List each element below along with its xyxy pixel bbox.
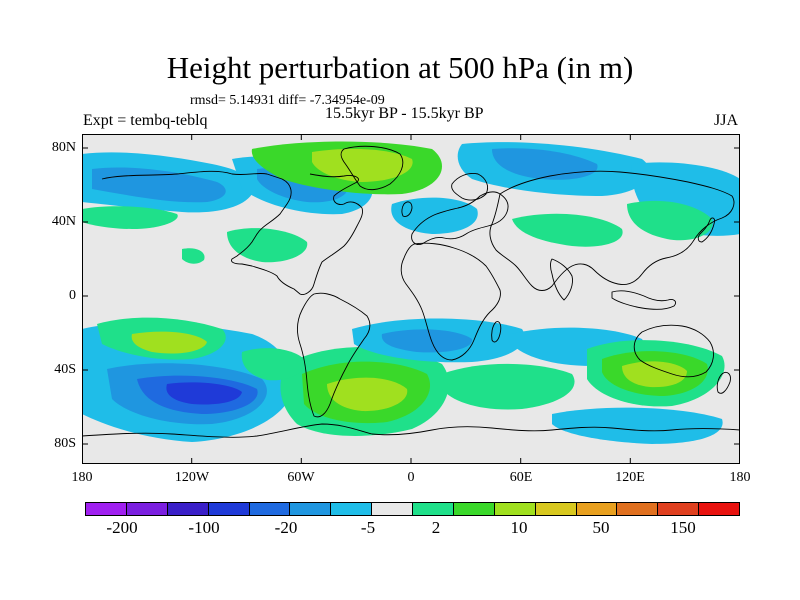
coast-indonesia bbox=[611, 290, 677, 310]
lat-label-40n: 40N bbox=[51, 214, 76, 229]
colorbar-swatch-2 bbox=[167, 503, 209, 515]
coast-japan bbox=[697, 217, 715, 243]
colorbar-label-6: 50 bbox=[592, 518, 610, 537]
contour-blue-siberia-inner bbox=[492, 148, 598, 180]
lon-label-120e: 120E bbox=[615, 470, 645, 485]
contour-lime-south-atlantic bbox=[327, 377, 408, 412]
contour-green-gulf bbox=[227, 228, 308, 263]
contour-blue-europe bbox=[391, 197, 478, 234]
contour-fills bbox=[82, 141, 740, 444]
contour-blue-south-pacific-core bbox=[166, 382, 242, 405]
coast-africa bbox=[400, 242, 501, 361]
colorbar-swatch-6 bbox=[331, 503, 373, 515]
coast-asia bbox=[489, 170, 735, 291]
colorbar-label-2: -20 bbox=[274, 518, 298, 537]
colorbar-swatch-9 bbox=[453, 503, 495, 515]
coast-scandinavia bbox=[451, 173, 489, 201]
coast-greenland bbox=[340, 145, 404, 191]
colorbar bbox=[85, 502, 740, 516]
contour-green-indian-ocean bbox=[442, 363, 575, 410]
colorbar-swatch-7 bbox=[372, 503, 413, 515]
coast-south-america bbox=[297, 292, 371, 418]
coast-europe bbox=[411, 191, 509, 245]
contour-green-north-pacific bbox=[82, 206, 178, 229]
contour-lime-australia-southeast bbox=[622, 361, 687, 388]
contour-lime-greenland bbox=[312, 148, 413, 182]
lat-label-0: 0 bbox=[69, 288, 76, 303]
contour-lime-south-pacific bbox=[131, 331, 207, 354]
colorbar-swatch-13 bbox=[617, 503, 659, 515]
coast-madagascar bbox=[491, 321, 502, 343]
colorbar-label-3: -5 bbox=[360, 518, 376, 537]
colorbar-swatch-15 bbox=[699, 503, 739, 515]
season-label: JJA bbox=[714, 112, 739, 129]
lon-label-0: 0 bbox=[407, 470, 415, 485]
contour-blue-australia-south bbox=[552, 407, 723, 444]
colorbar-label-1: -100 bbox=[188, 518, 220, 537]
lon-label-120w: 120W bbox=[174, 470, 210, 485]
lon-label-60e: 60E bbox=[509, 470, 533, 485]
colorbar-swatch-5 bbox=[290, 503, 332, 515]
coast-british-isles bbox=[401, 201, 413, 217]
lat-label-80n: 80N bbox=[51, 140, 76, 155]
lon-label-180e: 180 bbox=[729, 470, 751, 485]
colorbar-swatch-4 bbox=[249, 503, 291, 515]
map-ticks bbox=[82, 134, 740, 464]
colorbar-swatch-8 bbox=[413, 503, 454, 515]
colorbar-swatch-14 bbox=[658, 503, 700, 515]
lon-label-60w: 60W bbox=[287, 470, 315, 485]
coast-new-zealand bbox=[716, 371, 731, 394]
contour-green-asia bbox=[512, 213, 623, 247]
coast-north-america bbox=[101, 170, 363, 295]
coastlines bbox=[82, 145, 740, 438]
contour-green-west-coast bbox=[182, 248, 205, 264]
contour-green-west-south-atlantic bbox=[241, 348, 307, 381]
coast-antarctica bbox=[82, 423, 740, 438]
contour-map bbox=[82, 134, 740, 464]
colorbar-swatch-12 bbox=[576, 503, 618, 515]
colorbar-swatch-1 bbox=[126, 503, 168, 515]
colorbar-swatch-0 bbox=[86, 503, 127, 515]
lat-label-80s: 80S bbox=[54, 436, 76, 451]
contour-green-east-asia bbox=[627, 200, 713, 241]
contour-blue-south-africa-inner bbox=[381, 329, 473, 353]
colorbar-label-4: 2 bbox=[431, 518, 441, 537]
colorbar-swatch-10 bbox=[494, 503, 536, 515]
plot-title: Height perturbation at 500 hPa (in m) bbox=[166, 50, 634, 85]
colorbar-label-7: 150 bbox=[670, 518, 696, 537]
colorbar-label-0: -200 bbox=[106, 518, 138, 537]
colorbar-swatch-3 bbox=[208, 503, 250, 515]
colorbar-label-5: 10 bbox=[510, 518, 528, 537]
subtitle: 15.5kyr BP - 15.5kyr BP bbox=[325, 105, 484, 122]
experiment-label: Expt = tembq-teblq bbox=[83, 112, 208, 129]
colorbar-swatch-11 bbox=[535, 503, 577, 515]
stats-label: rmsd= 5.14931 diff= -7.34954e-09 bbox=[190, 93, 385, 108]
coast-india bbox=[550, 258, 573, 301]
coast-australia bbox=[633, 324, 714, 378]
lat-label-40s: 40S bbox=[54, 362, 76, 377]
lon-label-180w: 180 bbox=[71, 470, 93, 485]
